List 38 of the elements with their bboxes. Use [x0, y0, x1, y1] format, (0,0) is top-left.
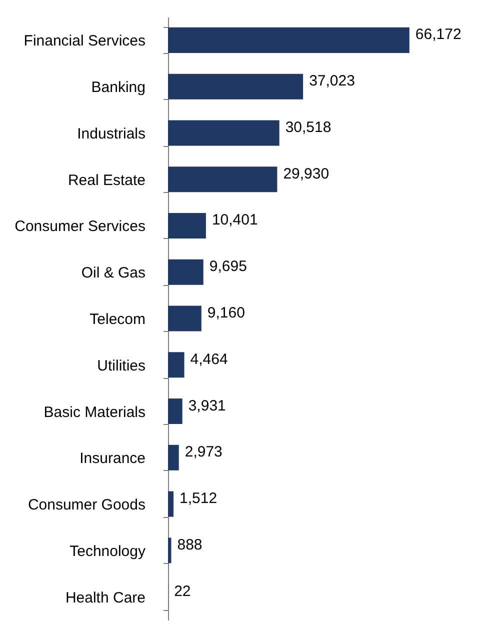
y-tick-label: Real Estate: [68, 172, 146, 189]
data-label: 888: [177, 536, 202, 554]
bar: [168, 491, 174, 517]
data-label: 2,973: [184, 444, 222, 461]
data-label: 9,160: [207, 304, 245, 322]
data-label: 1,512: [180, 490, 218, 508]
y-tick-label: Consumer Services: [14, 218, 146, 236]
data-label: 9,695: [209, 258, 247, 276]
bar: [168, 352, 184, 378]
y-tick-label: Basic Materials: [44, 404, 146, 421]
data-label: 4,464: [190, 350, 228, 368]
bar: [168, 166, 278, 192]
y-tick-label: Technology: [70, 542, 146, 560]
y-tick-label: Industrials: [77, 125, 146, 142]
data-label: 30,518: [285, 118, 332, 136]
y-tick-label: Utilities: [97, 357, 146, 374]
bar: [168, 444, 179, 470]
y-tick-label: Telecom: [90, 311, 146, 328]
bar: [168, 538, 172, 564]
y-tick-label: Banking: [91, 79, 146, 96]
bar: [168, 259, 204, 285]
data-label: 3,931: [188, 397, 226, 414]
data-label: 29,930: [283, 165, 330, 182]
data-label: 10,401: [212, 212, 258, 229]
y-tick-label: Health Care: [65, 589, 146, 606]
bar: [168, 212, 206, 238]
bar: [168, 74, 304, 100]
data-label: 37,023: [309, 72, 355, 90]
bar: [168, 27, 410, 53]
bar: [168, 398, 182, 424]
data-label: 66,172: [415, 26, 462, 44]
y-tick-label: Consumer Goods: [28, 496, 146, 514]
y-tick-label: Financial Services: [24, 32, 146, 50]
y-tick-label: Insurance: [80, 450, 146, 468]
bar: [168, 120, 280, 146]
bar: [168, 306, 202, 332]
y-tick-label: Oil & Gas: [81, 264, 146, 282]
data-label: 22: [174, 582, 191, 600]
